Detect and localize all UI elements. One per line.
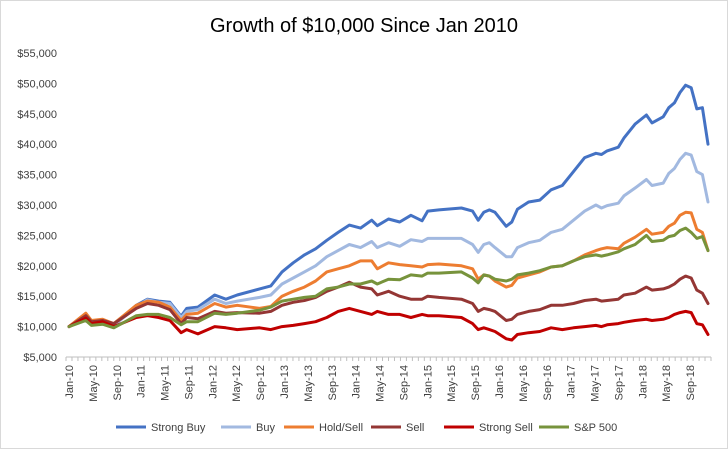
x-tick-label: Jan-18 (637, 365, 649, 399)
x-tick-label: May-11 (160, 365, 172, 401)
x-tick-label: Jan-15 (422, 365, 434, 399)
y-tick-label: $45,000 (17, 109, 57, 121)
x-tick-label: May-15 (446, 365, 458, 402)
series-line-sell (67, 274, 710, 329)
x-tick-label: Sep-10 (112, 365, 124, 400)
x-tick-label: Jan-13 (279, 365, 291, 399)
x-tick-label: Sep-16 (542, 365, 554, 400)
legend-label: Strong Buy (151, 422, 206, 434)
chart-title: Growth of $10,000 Since Jan 2010 (210, 15, 518, 37)
x-tick-label: Jan-14 (351, 365, 363, 399)
x-tick-label: May-10 (88, 365, 100, 402)
x-tick-label: Sep-13 (327, 365, 339, 400)
y-tick-label: $35,000 (17, 170, 57, 182)
series-lines (67, 83, 710, 342)
x-tick-label: May-12 (231, 365, 243, 402)
x-tick-label: May-16 (518, 365, 530, 402)
y-tick-label: $50,000 (17, 78, 57, 90)
y-tick-label: $30,000 (17, 200, 57, 212)
y-axis: $5,000 $10,000 $15,000 $20,000 $25,000 $30,00… (17, 48, 57, 364)
y-tick-label: $10,000 (17, 322, 57, 334)
x-tick-label: Jan-11 (136, 365, 148, 398)
x-tick-label: Sep-11 (183, 365, 195, 400)
legend: Strong Buy Buy Hold/Sell Sell Strong Sell S&P… (116, 422, 617, 434)
legend-label: Sell (406, 422, 424, 434)
series-line-hold-sell (67, 210, 710, 329)
y-tick-label: $25,000 (17, 230, 57, 242)
series-line-s-p-500 (67, 226, 710, 330)
x-tick-label: May-17 (590, 365, 602, 402)
y-tick-label: $55,000 (17, 48, 57, 60)
x-tick-label: May-14 (375, 365, 387, 402)
legend-label: Strong Sell (479, 422, 533, 434)
x-tick-label: Jan-10 (64, 365, 76, 399)
x-tick-label: Sep-15 (470, 365, 482, 400)
x-tick-label: Sep-12 (255, 365, 267, 400)
legend-label: S&P 500 (574, 422, 617, 434)
x-tick-label: Jan-17 (566, 365, 578, 399)
x-tick-label: May-13 (303, 365, 315, 402)
legend-label: Buy (256, 422, 275, 434)
x-axis: Jan-10 May-10 Sep-10 Jan-11 May-11 Sep-11 Jan-… (64, 356, 712, 402)
series-line-buy (67, 151, 710, 329)
y-tick-label: $20,000 (17, 261, 57, 273)
x-tick-label: Jan-16 (494, 365, 506, 399)
x-tick-label: Jan-12 (207, 365, 219, 399)
x-tick-label: Sep-18 (685, 365, 697, 400)
x-tick-label: Sep-17 (613, 365, 625, 400)
y-tick-label: $5,000 (23, 352, 57, 364)
x-tick-label: May-18 (661, 365, 673, 402)
series-line-strong-buy (67, 83, 710, 329)
series-line-strong-sell (67, 306, 710, 342)
y-tick-label: $15,000 (17, 291, 57, 303)
legend-label: Hold/Sell (319, 422, 363, 434)
y-tick-label: $40,000 (17, 139, 57, 151)
x-tick-label: Sep-14 (398, 365, 410, 400)
